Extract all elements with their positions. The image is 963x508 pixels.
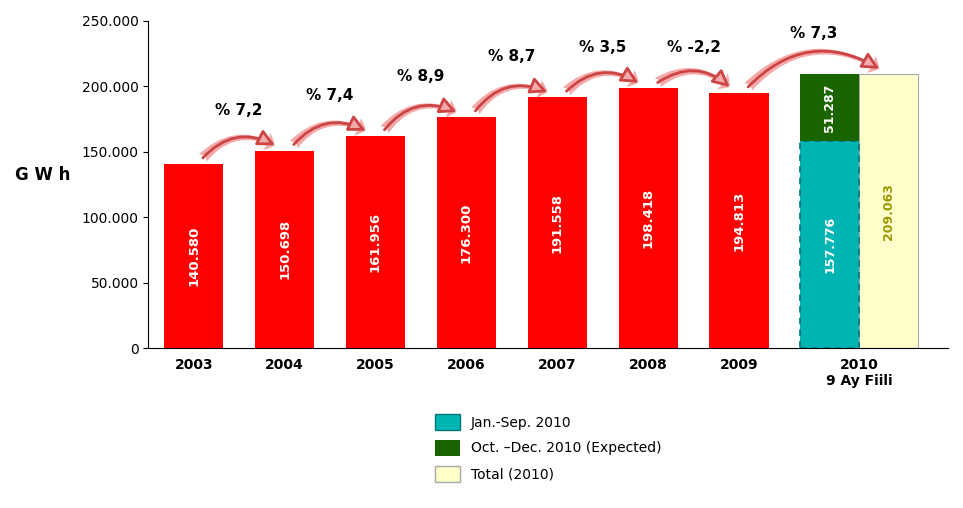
Bar	[437, 117, 496, 348]
Text: % 7,4: % 7,4	[306, 88, 353, 103]
Text: 198.418: 198.418	[641, 188, 655, 248]
Bar	[618, 88, 678, 348]
Text: % 8,9: % 8,9	[397, 69, 445, 84]
Text: 161.956: 161.956	[369, 212, 382, 272]
Text: % 7,2: % 7,2	[216, 103, 263, 118]
Bar	[800, 141, 859, 348]
Text: % 3,5: % 3,5	[579, 40, 626, 55]
Text: % 7,3: % 7,3	[791, 26, 838, 41]
Text: 194.813: 194.813	[733, 190, 745, 250]
Text: 51.287: 51.287	[823, 83, 836, 132]
Y-axis label: G W h: G W h	[15, 166, 70, 184]
Legend: Jan.-Sep. 2010, Oct. –Dec. 2010 (Expected), Total (2010): Jan.-Sep. 2010, Oct. –Dec. 2010 (Expecte…	[435, 414, 662, 482]
Text: 191.558: 191.558	[551, 193, 563, 252]
Bar	[800, 74, 859, 141]
Bar	[528, 97, 586, 348]
Text: 140.580: 140.580	[187, 226, 200, 286]
Text: % -2,2: % -2,2	[666, 40, 720, 55]
Text: 209.063: 209.063	[882, 183, 896, 240]
Bar	[165, 164, 223, 348]
Text: % 8,7: % 8,7	[488, 49, 535, 65]
Bar	[346, 136, 405, 348]
Text: 150.698: 150.698	[278, 219, 291, 279]
Bar	[710, 93, 768, 348]
Bar	[859, 74, 919, 348]
Bar	[255, 150, 314, 348]
Text: 176.300: 176.300	[460, 202, 473, 263]
Text: 157.776: 157.776	[823, 216, 836, 273]
